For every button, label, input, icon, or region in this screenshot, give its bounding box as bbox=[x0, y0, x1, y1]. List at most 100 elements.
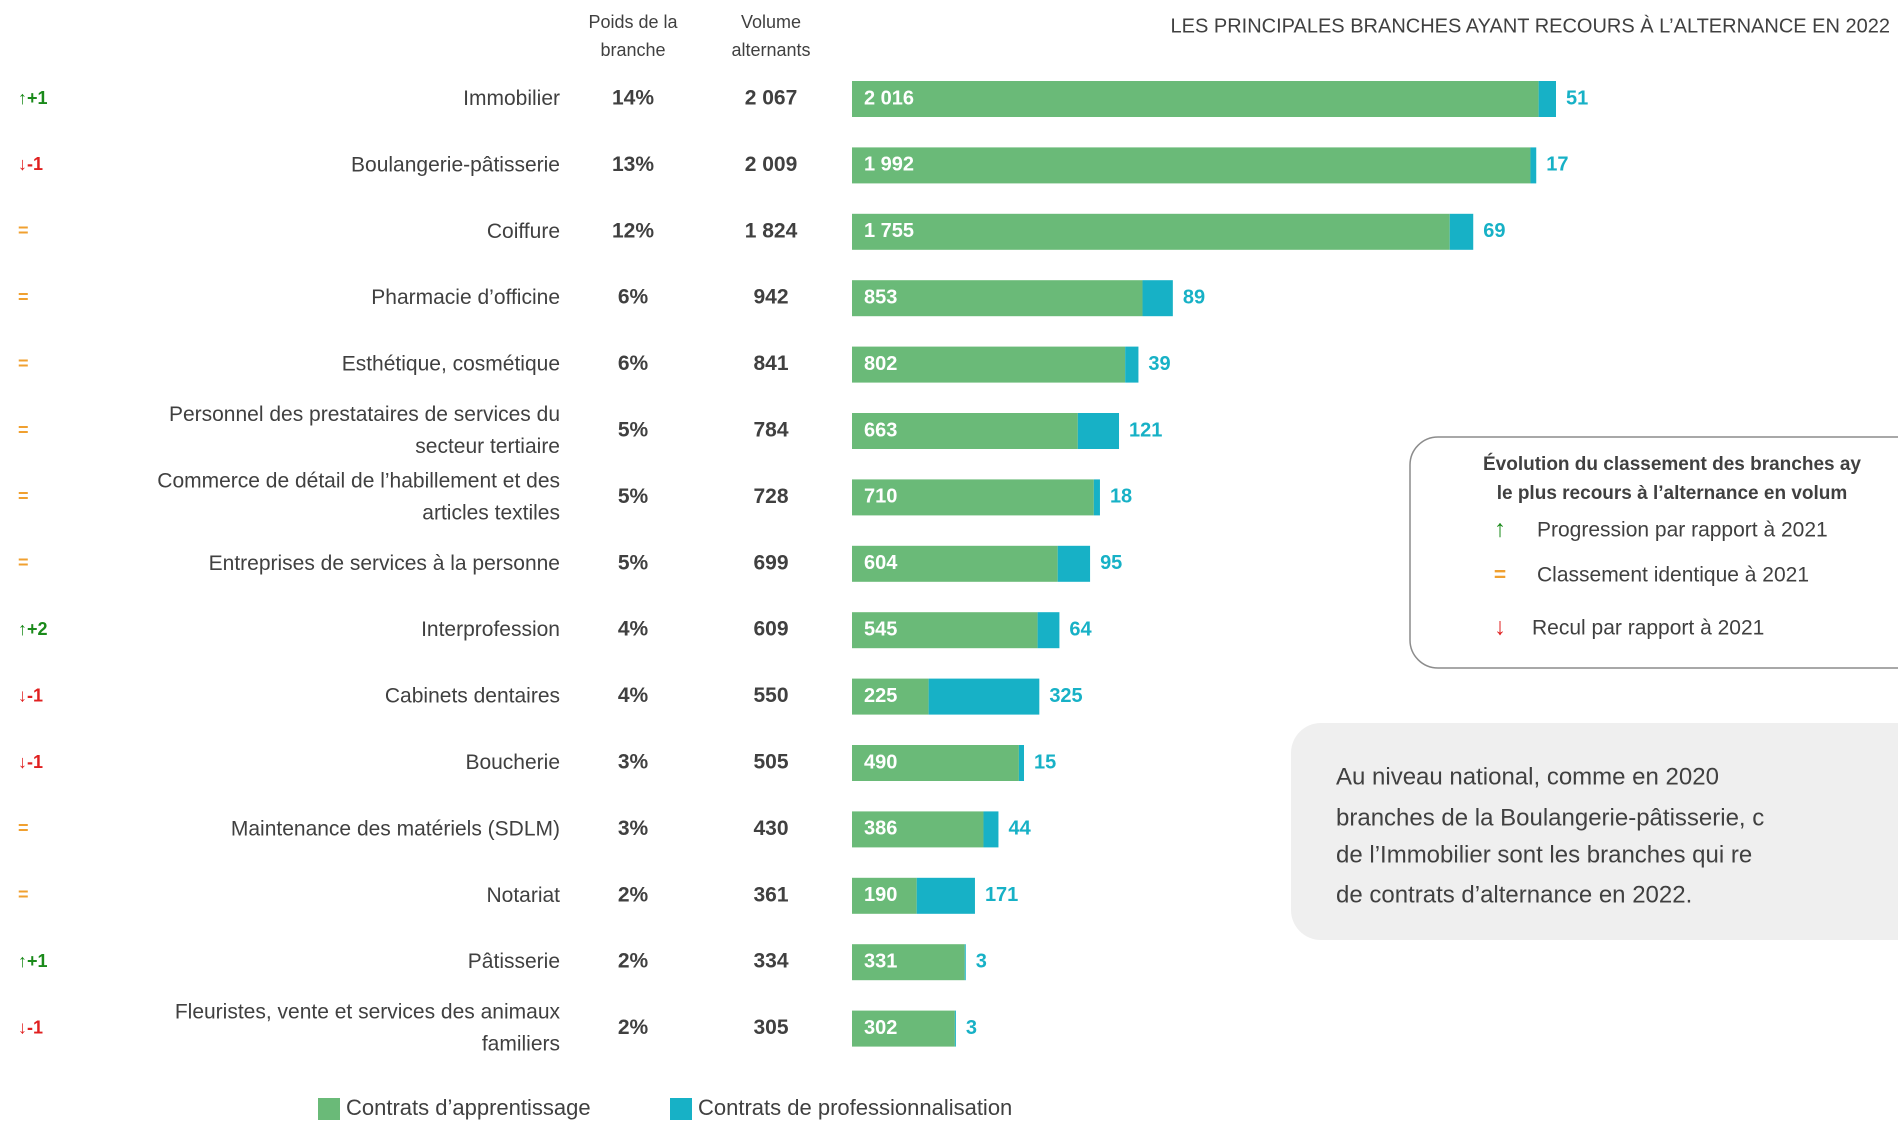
bar-label: 15 bbox=[1034, 751, 1056, 773]
category-label: Immobilier bbox=[463, 87, 560, 110]
bar-segment bbox=[1125, 346, 1139, 383]
bar-segment bbox=[852, 280, 1143, 317]
bar-label: 386 bbox=[864, 818, 897, 840]
volume: 2 009 bbox=[745, 153, 798, 176]
category-label: Esthétique, cosmétique bbox=[342, 352, 560, 375]
note-line: de l’Immobilier sont les branches qui re bbox=[1336, 841, 1752, 868]
poids: 12% bbox=[612, 219, 654, 242]
poids: 3% bbox=[618, 751, 649, 774]
column-header: Poids de la bbox=[588, 12, 678, 32]
category-label: Interprofession bbox=[421, 618, 560, 641]
bar-segment bbox=[1037, 612, 1060, 649]
rank-change: = bbox=[18, 885, 29, 905]
bar-segment bbox=[1093, 479, 1100, 516]
note-line: Au niveau national, comme en 2020 bbox=[1336, 763, 1719, 790]
bar-label: 802 bbox=[864, 353, 897, 375]
poids: 3% bbox=[618, 817, 649, 840]
bar-label: 44 bbox=[1008, 818, 1031, 840]
column-header: branche bbox=[600, 40, 665, 60]
chart-title: LES PRINCIPALES BRANCHES AYANT RECOURS À… bbox=[1171, 14, 1891, 37]
poids: 6% bbox=[618, 286, 649, 309]
legend-label: Contrats d’apprentissage bbox=[346, 1095, 591, 1120]
volume: 609 bbox=[753, 618, 788, 641]
poids: 2% bbox=[618, 950, 649, 973]
rank-change: ↑+1 bbox=[18, 951, 48, 971]
volume: 305 bbox=[753, 1016, 788, 1039]
category-label: Coiffure bbox=[487, 219, 560, 242]
bar-segment bbox=[983, 811, 999, 848]
bar-segment bbox=[1077, 413, 1120, 449]
bar-label: 95 bbox=[1100, 552, 1122, 574]
rank-change: = bbox=[18, 486, 29, 506]
bar-label: 171 bbox=[985, 884, 1018, 906]
bar-segment bbox=[852, 413, 1078, 449]
rank-change: ↓-1 bbox=[18, 685, 43, 705]
rank-change: ↓-1 bbox=[18, 154, 43, 174]
rank-legend-title: Évolution du classement des branches ay bbox=[1483, 453, 1861, 475]
legend-label: Contrats de professionnalisation bbox=[698, 1095, 1012, 1120]
bar-label: 1 755 bbox=[864, 220, 914, 242]
bar-label: 853 bbox=[864, 286, 897, 308]
bar-label: 3 bbox=[966, 1017, 977, 1039]
bar-segment bbox=[1018, 745, 1024, 781]
bar-segment bbox=[954, 1010, 956, 1047]
bar-segment bbox=[916, 877, 975, 914]
up-icon: ↑ bbox=[1494, 515, 1506, 542]
rank-change: = bbox=[18, 287, 29, 307]
bar-segment bbox=[852, 678, 929, 715]
bar-label: 64 bbox=[1069, 618, 1092, 640]
rank-legend-item: Progression par rapport à 2021 bbox=[1537, 519, 1828, 542]
bar-label: 17 bbox=[1546, 154, 1568, 176]
poids: 5% bbox=[618, 551, 649, 574]
volume: 841 bbox=[753, 352, 788, 375]
category-label: Maintenance des matériels (SDLM) bbox=[231, 817, 560, 840]
legend-swatch bbox=[318, 1098, 340, 1120]
bar-segment bbox=[852, 147, 1531, 184]
rank-legend-item: Classement identique à 2021 bbox=[1537, 564, 1809, 587]
bar-label: 545 bbox=[864, 618, 897, 640]
category-label: Notariat bbox=[486, 883, 560, 906]
category-label: Personnel des prestataires de services d… bbox=[169, 403, 560, 458]
bar-label: 225 bbox=[864, 685, 897, 707]
bar-segment bbox=[852, 213, 1450, 250]
rank-change: ↓-1 bbox=[18, 1017, 43, 1037]
bar-segment bbox=[852, 1010, 955, 1047]
rank-legend-item: Recul par rapport à 2021 bbox=[1532, 617, 1764, 640]
bar-segment bbox=[1449, 213, 1474, 250]
bar-segment bbox=[852, 944, 965, 981]
bar-segment bbox=[1538, 81, 1556, 117]
bar-label: 3 bbox=[976, 950, 987, 972]
rank-change: = bbox=[18, 553, 29, 573]
bar-label: 190 bbox=[864, 884, 897, 906]
bar-label: 663 bbox=[864, 419, 897, 441]
bar-label: 331 bbox=[864, 950, 897, 972]
bar-label: 710 bbox=[864, 486, 897, 508]
column-header: alternants bbox=[731, 40, 810, 60]
poids: 14% bbox=[612, 87, 654, 110]
poids: 13% bbox=[612, 153, 654, 176]
volume: 361 bbox=[753, 883, 788, 906]
bar-label: 490 bbox=[864, 751, 897, 773]
category-label: Boulangerie-pâtisserie bbox=[351, 153, 560, 176]
note-line: branches de la Boulangerie-pâtisserie, c bbox=[1336, 804, 1764, 831]
bar-segment bbox=[852, 877, 917, 914]
bar-label: 325 bbox=[1049, 685, 1082, 707]
bar-segment bbox=[852, 612, 1038, 649]
poids: 5% bbox=[618, 485, 649, 508]
rank-change: = bbox=[18, 420, 29, 440]
column-header: Volume bbox=[741, 12, 801, 32]
volume: 699 bbox=[753, 551, 788, 574]
bar-label: 69 bbox=[1483, 220, 1505, 242]
category-label: Pâtisserie bbox=[468, 950, 560, 973]
volume: 550 bbox=[753, 684, 788, 707]
poids: 2% bbox=[618, 883, 649, 906]
bar-label: 51 bbox=[1566, 87, 1588, 109]
note-box bbox=[1291, 723, 1898, 940]
category-label: Boucherie bbox=[465, 751, 560, 774]
bar-segment bbox=[852, 479, 1094, 516]
volume: 1 824 bbox=[745, 219, 798, 242]
volume: 2 067 bbox=[745, 87, 798, 110]
poids: 5% bbox=[618, 419, 649, 442]
bar-label: 121 bbox=[1129, 419, 1162, 441]
